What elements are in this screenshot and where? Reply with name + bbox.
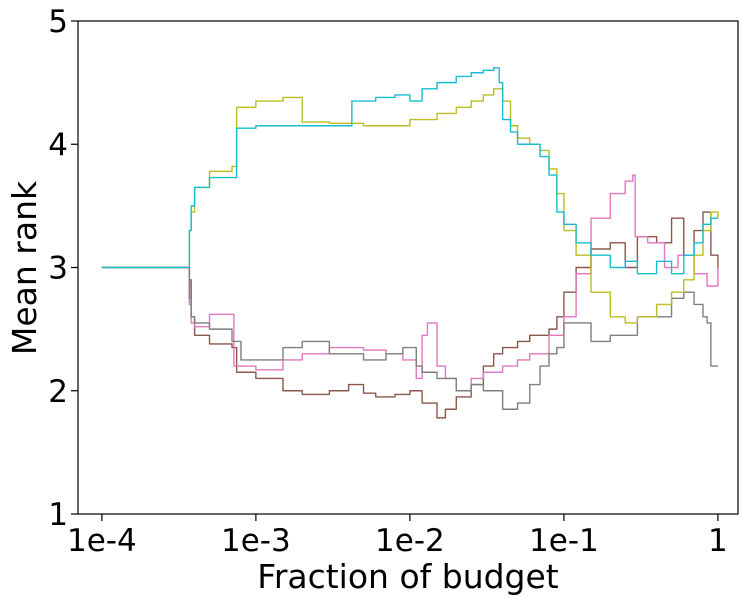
y-axis-label: Mean rank	[5, 180, 44, 355]
y-tick-label: 2	[48, 374, 68, 410]
x-tick-label: 1e-4	[67, 523, 137, 559]
series-layer	[101, 67, 719, 419]
y-tick-label: 3	[48, 251, 68, 287]
x-axis-ticks: 1e-4 1e-3 1e-2 1e-1 1	[67, 514, 728, 559]
series-line-5	[101, 67, 718, 275]
y-tick-label: 4	[48, 127, 68, 163]
series-line-3	[101, 266, 718, 410]
x-axis-label: Fraction of budget	[257, 557, 559, 596]
x-tick-label: 1e-1	[529, 523, 599, 559]
x-tick-label: 1e-3	[221, 523, 291, 559]
y-tick-label: 5	[48, 4, 68, 40]
x-tick-label: 1e-2	[375, 523, 445, 559]
x-tick-label: 1	[708, 523, 728, 559]
y-tick-label: 1	[48, 497, 68, 533]
y-axis-ticks: 1 2 3 4 5	[48, 4, 78, 533]
